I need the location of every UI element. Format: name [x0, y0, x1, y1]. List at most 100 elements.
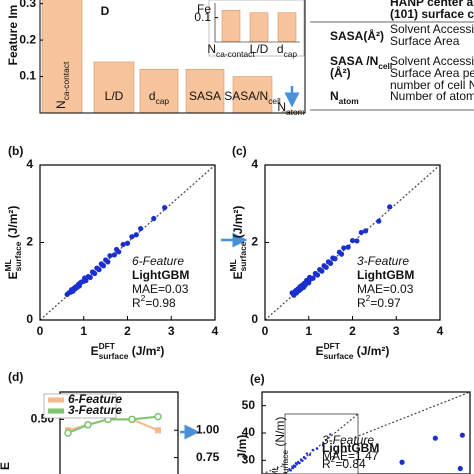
legend-label: 3-Feature: [68, 403, 122, 417]
point: [329, 433, 332, 436]
x-tick-label-part: SASA: [189, 89, 221, 103]
table-term-part: SASA /N: [330, 54, 378, 68]
y-tick-label: 4: [251, 157, 258, 171]
y-axis-label-part: E: [231, 271, 245, 279]
annotation: 6-Feature: [132, 254, 184, 268]
x-axis-label-part: DFT: [99, 341, 116, 351]
annotation-part: R: [322, 457, 331, 471]
annotation-part: MAE=1.47: [322, 449, 379, 463]
annotation-part: LightGBM: [132, 268, 189, 282]
point: [432, 435, 438, 441]
x-tick-label-part: ca-contact: [216, 49, 255, 59]
x-tick-label: Nca-contact: [54, 61, 71, 109]
annotation-part: 2: [366, 293, 371, 303]
annotation: MAE=0.03: [132, 282, 189, 296]
annotation-part: LightGBM: [357, 268, 414, 282]
point: [133, 232, 139, 238]
point: [64, 429, 72, 437]
annotation: LightGBM: [322, 441, 379, 455]
panel-label: (d): [8, 370, 23, 384]
axes: [39, 0, 306, 114]
x-tick-label: dcap: [277, 42, 298, 59]
point: [308, 453, 312, 456]
y-axis-label: Feature Im: [6, 5, 20, 66]
x-tick-label: 2: [349, 324, 356, 338]
point: [323, 264, 329, 270]
table-desc: Surface Area: [390, 34, 460, 48]
x-tick-label-part: L/D: [250, 42, 269, 56]
x-tick-label: 4: [437, 324, 444, 338]
x-axis-label-part: E: [316, 344, 324, 358]
point: [315, 447, 319, 450]
x-tick-label-part: cap: [284, 49, 298, 59]
table-desc: Surface Area per: [390, 66, 474, 80]
annotation: LightGBM: [132, 268, 189, 282]
y-tick-label: 40: [242, 425, 256, 439]
y-tick-label: 0.1: [194, 10, 211, 24]
x-tick-label-part: cell: [268, 96, 281, 106]
y-axis-label-part: J/m): [235, 435, 249, 460]
x-tick-label: L/D: [250, 42, 269, 56]
table-term: Natom: [330, 89, 359, 106]
x-axis-label-part: surface: [99, 351, 129, 361]
x-tick-label: 1: [80, 324, 87, 338]
point: [105, 259, 111, 265]
bar: [249, 12, 269, 42]
x-axis-label: EDFT surface (J/m²): [91, 341, 165, 361]
y-tick-label: 50: [242, 398, 256, 412]
point: [457, 465, 463, 472]
y-axis-label-part: surface: [13, 241, 23, 271]
legend-label: 6-Feature: [68, 392, 122, 406]
y-axis-label: J/m): [235, 435, 249, 460]
point: [129, 234, 135, 240]
table-desc: HANP center and: [390, 0, 474, 9]
x-tick-label: Natom: [277, 100, 304, 117]
point: [107, 253, 113, 259]
annotation: R2=0.97: [357, 293, 401, 310]
bar: [277, 12, 297, 42]
x-tick-label: 3: [393, 324, 400, 338]
axes: [59, 391, 179, 474]
point: [321, 444, 325, 447]
annotation-part: 2: [331, 454, 336, 464]
y-axis-label-part: surface: [238, 241, 248, 271]
annotation: R2=0.84: [322, 454, 366, 471]
annotation-part: R: [132, 296, 141, 310]
table-term: SASA(Å²): [330, 28, 384, 43]
y-axis-label-part: ML: [270, 465, 280, 474]
point: [298, 462, 301, 465]
point: [387, 204, 393, 210]
point: [354, 238, 360, 244]
x-tick-label: SASA/Ncell: [224, 89, 281, 106]
x-tick-label: L/D: [105, 89, 124, 103]
annotation-part: 6-Feature: [132, 254, 184, 268]
annotation-part: MAE=0.03: [132, 282, 189, 296]
point: [120, 241, 126, 248]
point: [294, 465, 297, 468]
axes: [214, 3, 300, 43]
point: [83, 277, 89, 284]
bar: [281, 110, 301, 113]
point: [314, 272, 321, 278]
point: [345, 244, 351, 250]
x-axis-label-part: surface: [324, 351, 354, 361]
point: [363, 228, 369, 234]
point: [319, 268, 325, 274]
point: [291, 466, 295, 470]
y-tick-label: 4: [26, 157, 33, 171]
y2-tick-label: 1.00: [196, 422, 220, 436]
point: [338, 251, 345, 257]
point: [124, 240, 131, 246]
y-tick-label: 0: [251, 312, 258, 326]
point: [459, 432, 465, 438]
x-axis-label-part: E: [91, 344, 99, 358]
bar: [41, 0, 83, 113]
y-tick-label: 2: [251, 235, 258, 249]
x-tick-label-part: cap: [156, 96, 170, 106]
x-tick-label: 4: [212, 324, 219, 338]
x-tick-label-part: N: [207, 42, 216, 56]
x-tick-label-part: atom: [286, 107, 305, 117]
annotation-part: 3-Feature: [322, 433, 374, 447]
panel-label: (b): [8, 144, 23, 158]
x-tick-label: Nca-contact: [207, 42, 255, 59]
